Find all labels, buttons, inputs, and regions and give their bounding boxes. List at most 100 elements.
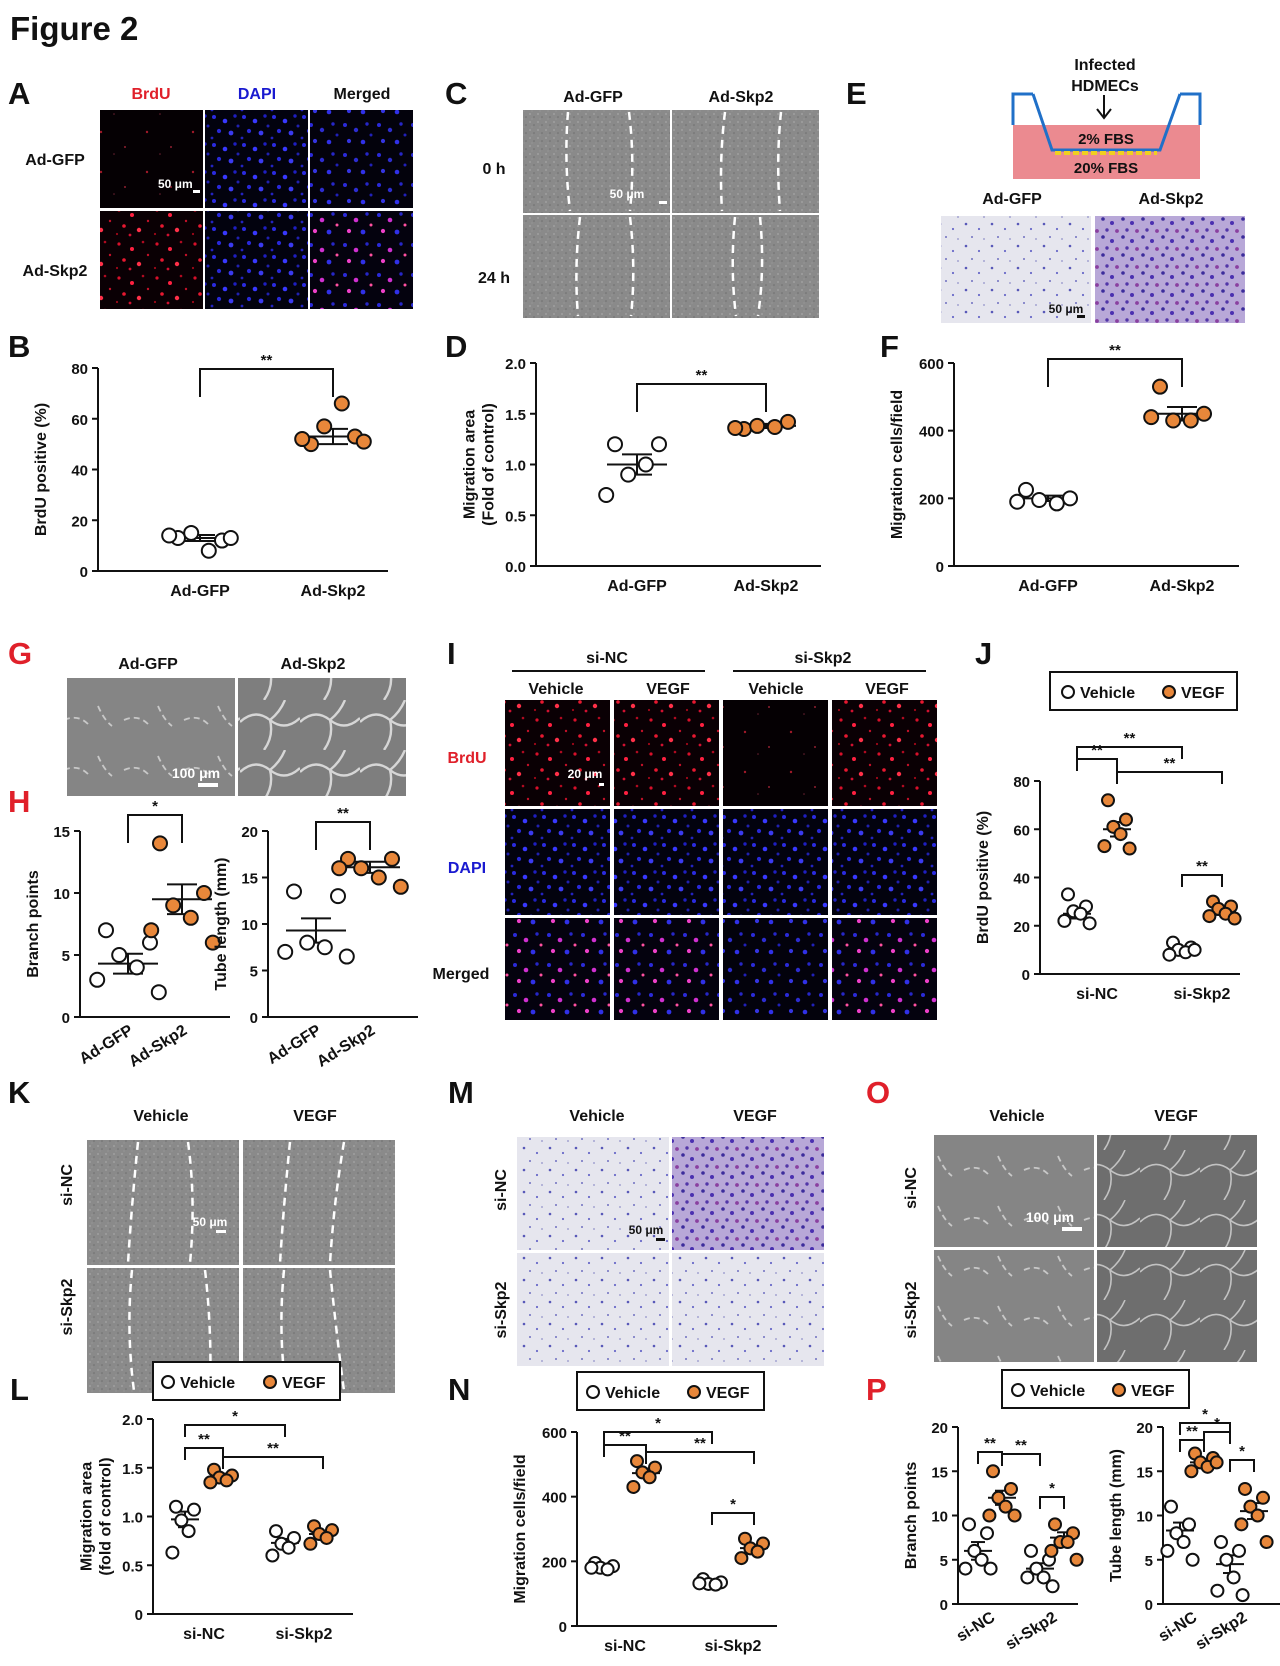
panel-letter-o: O [866, 1075, 890, 1110]
chart-n-data-point [692, 1576, 707, 1591]
chart-l-data-point [265, 1548, 280, 1563]
chart-l-significance-bracket [222, 1456, 324, 1469]
chart-d-data-point [727, 419, 744, 436]
chart-h2-x-tick-label: Ad-GFP [265, 1022, 325, 1068]
panel-o-scale-bar-label: 100 μm [1026, 1209, 1074, 1225]
chart-d-data-point [749, 417, 766, 434]
panel-a-image-skp2-dapi [205, 211, 308, 309]
panel-m-row-label-si-skp2: si-Skp2 [493, 1281, 510, 1338]
chart-n-x-tick-label: si-NC [604, 1638, 646, 1655]
chart-f-data-point [1165, 412, 1182, 429]
chart-l-data-point [303, 1536, 318, 1551]
chart-p2-data-point [1235, 1588, 1250, 1603]
chart-j-data-point [1073, 906, 1088, 921]
legend-p-vehicle-marker [1011, 1383, 1025, 1397]
chart-p2-significance-bracket [1179, 1422, 1231, 1435]
chart-p1-significance-label: ** [1015, 1437, 1027, 1454]
panel-e-well [1013, 125, 1200, 179]
chart-p1-data-point [986, 1464, 1000, 1479]
panel-e-scale-bar-label: 50 μm [1049, 302, 1084, 316]
panel-m-col-label-vegf: VEGF [733, 1108, 777, 1125]
legend-l: Vehicle VEGF [152, 1361, 341, 1401]
chart-j-significance-bracket [1181, 874, 1223, 887]
chart-f-y-axis-label: Migration cells/field [889, 390, 906, 539]
chart-l-data-point [165, 1545, 180, 1560]
chart-l-y-axis-label: Migration area [79, 1462, 96, 1571]
chart-l-data-point [203, 1475, 218, 1490]
panel-i-image-merged-2 [614, 918, 719, 1020]
panel-k-row-label-si-nc: si-NC [59, 1164, 76, 1206]
chart-p1-y-axis-label: Branch points [903, 1462, 920, 1570]
panel-a-image-skp2-brdu [100, 211, 203, 309]
legend-n-vehicle-marker [586, 1385, 600, 1399]
chart-p1-data-point [967, 1543, 982, 1558]
panel-k-scale-bar-label: 50 μm [193, 1215, 228, 1229]
chart-n-x-tick-label: si-Skp2 [705, 1638, 762, 1655]
chart-p1-x-tick-label: si-Skp2 [1003, 1609, 1060, 1654]
chart-p2-data-point [1169, 1526, 1184, 1541]
chart-p2-data-point [1250, 1508, 1265, 1523]
chart-h2-data-point [338, 948, 355, 965]
panel-e-image-ad-gfp [941, 216, 1091, 323]
chart-l-significance-bracket [184, 1447, 224, 1460]
chart-j-significance-bracket [1076, 758, 1118, 771]
chart-h2-data-point [331, 860, 348, 877]
chart-l-data-point [281, 1540, 296, 1555]
chart-p1-data-point [1020, 1570, 1035, 1585]
chart-h1-significance-bracket [127, 814, 183, 843]
panel-i-scale-bar-label: 20 μm [568, 767, 603, 781]
chart-p1-y-tick-label: 15 [931, 1464, 948, 1481]
panel-o-image-si-skp2-vegf [1097, 1250, 1257, 1362]
chart-n-data-point [708, 1577, 723, 1592]
panel-letter-j: J [975, 636, 992, 671]
chart-h2-y-tick-label: 5 [250, 964, 258, 981]
chart-f: 0 200 400 600 Migration cells/field Ad-GFP Ad-… [889, 342, 1239, 595]
chart-b-data-point [294, 431, 311, 448]
panel-e-scale-bar [1077, 315, 1085, 318]
chart-p2-data-point [1256, 1490, 1270, 1505]
chart-j-data-point [1082, 916, 1097, 931]
legend-j: Vehicle VEGF [1049, 671, 1238, 711]
panel-i-image-brdu-1 [505, 700, 610, 806]
chart-d-y-tick-label: 1.0 [505, 458, 526, 475]
chart-n-significance-bracket [711, 1512, 755, 1525]
legend-p-box [1001, 1369, 1190, 1409]
chart-j-significance-bracket [1116, 771, 1223, 784]
chart-p1-data-point [982, 1508, 997, 1523]
panel-g-col-label-ad-gfp: Ad-GFP [118, 656, 178, 673]
panel-i-col-label-1: Vehicle [528, 681, 583, 698]
chart-l-significance-label: ** [267, 1440, 279, 1457]
chart-p1-data-point [980, 1526, 994, 1541]
legend-j-vehicle-label: Vehicle [1080, 685, 1135, 702]
chart-p1-y-tick-label: 0 [940, 1597, 948, 1614]
chart-p1-y-tick-label: 10 [931, 1509, 948, 1526]
panel-k-col-label-vehicle: Vehicle [133, 1108, 188, 1125]
chart-p2-significance-bracket [1229, 1459, 1255, 1472]
panel-m-scale-bar-label: 50 μm [629, 1223, 664, 1237]
panel-g-image-ad-skp2 [238, 678, 406, 796]
chart-j-data-point [1122, 841, 1137, 856]
chart-h2-y-tick-label: 10 [241, 917, 258, 934]
chart-p2-data-point [1214, 1535, 1228, 1550]
chart-d-x-tick-label: Ad-GFP [607, 578, 667, 595]
panel-i-row-label-brdu: BrdU [447, 750, 486, 767]
panel-i-row-label-dapi: DAPI [448, 860, 486, 877]
chart-d-data-point [620, 466, 637, 483]
legend-p-vegf-label: VEGF [1131, 1383, 1175, 1400]
panel-k-image-si-nc-vegf [243, 1140, 395, 1265]
chart-d-data-point [651, 436, 667, 453]
chart-h1-data-point [204, 934, 221, 951]
panel-i-image-dapi-3 [723, 809, 828, 915]
chart-d-significance-label: ** [696, 367, 708, 384]
chart-f-y-tick-label: 400 [919, 424, 944, 441]
chart-p1-data-point [1036, 1570, 1051, 1585]
panel-i-image-brdu-4 [832, 700, 937, 806]
chart-h2-data-point [316, 939, 333, 956]
chart-h1-data-point [152, 835, 168, 852]
panel-o-col-label-vegf: VEGF [1154, 1108, 1198, 1125]
chart-n-data-point [584, 1560, 599, 1575]
chart-d-x-tick-label: Ad-Skp2 [734, 578, 799, 595]
chart-h1-data-point [111, 947, 128, 963]
chart-d-y-tick-label: 0.0 [505, 559, 526, 576]
chart-p1-data-point [1044, 1543, 1059, 1558]
